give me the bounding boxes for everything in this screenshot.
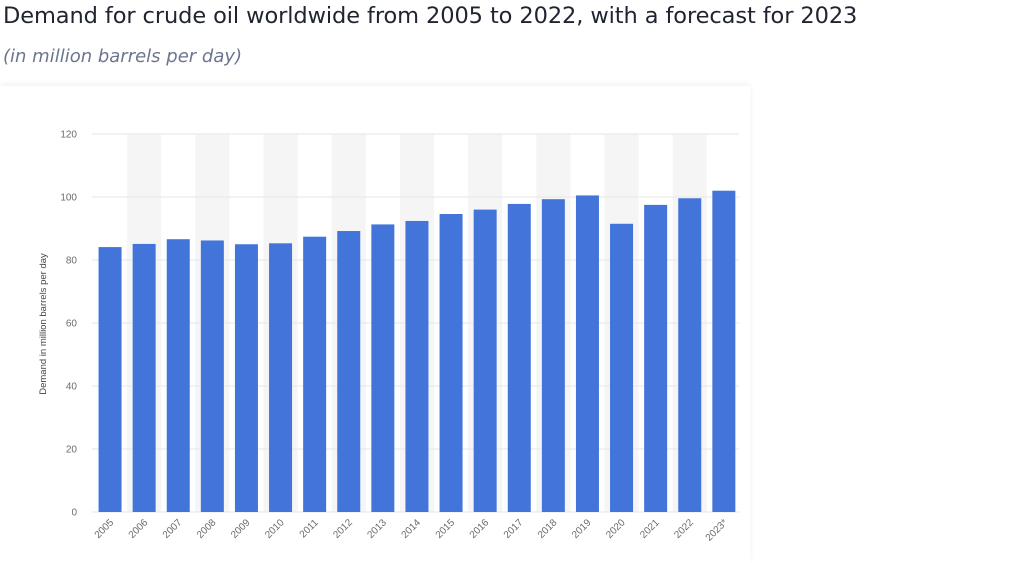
bar[interactable]: 2019: 100.5 (575, 195, 599, 513)
bar[interactable]: 2007: 86.6 (166, 239, 190, 512)
x-tick-label: 2013 (365, 517, 389, 541)
bar[interactable]: 2017: 97.8 (507, 203, 531, 512)
x-tick-labels: 2005 2006 2007 2008 2009 2010 2011 2012 2013 2014… (93, 517, 730, 544)
y-axis-title: Demand in million barrels per day (38, 253, 49, 395)
y-tick-label: 20 (66, 445, 78, 456)
bar[interactable]: 2022: 99.6 (678, 198, 702, 512)
bar[interactable]: 2005: 84.1 (98, 247, 122, 512)
x-tick-label: 2021 (638, 517, 662, 541)
y-tick-label: 80 (66, 256, 78, 267)
x-tick-label: 2023* (704, 517, 730, 543)
x-tick-label: 2015 (434, 517, 458, 541)
bar[interactable]: 2011: 87.4 (303, 236, 327, 512)
bar[interactable]: 2021: 97.5 (644, 204, 668, 512)
bar[interactable]: 2023*: 102 (712, 190, 736, 512)
bar[interactable]: 2020: 91.5 (610, 223, 634, 512)
x-tick-label: 2014 (400, 517, 424, 541)
bar[interactable]: 2012: 89.2 (337, 231, 361, 512)
x-tick-label: 2018 (536, 517, 560, 541)
x-tick-label: 2011 (298, 517, 321, 540)
bar[interactable]: 2010: 85.3 (269, 243, 293, 512)
bar[interactable]: 2018: 99.3 (541, 199, 565, 512)
y-tick-labels: 0 20 40 60 80 100 120 (60, 130, 77, 519)
x-tick-label: 2009 (229, 517, 253, 541)
x-tick-label: 2019 (570, 517, 594, 541)
bar[interactable]: 2015: 94.6 (439, 214, 463, 512)
x-tick-label: 2016 (468, 517, 492, 541)
x-tick-label: 2020 (604, 517, 628, 541)
bar[interactable]: 2016: 96 (473, 209, 497, 512)
x-tick-label: 2007 (161, 517, 185, 541)
chart-subtitle: (in million barrels per day) (3, 46, 243, 67)
bar[interactable]: 2013: 91.3 (371, 224, 395, 512)
y-tick-label: 100 (60, 193, 77, 204)
bar[interactable]: 2008: 86.2 (200, 240, 224, 512)
bar[interactable]: 2006: 85.1 (132, 243, 156, 512)
x-tick-label: 2005 (93, 517, 117, 541)
bar[interactable]: 2009: 85 (234, 244, 258, 512)
x-tick-label: 2010 (263, 517, 287, 541)
x-tick-label: 2022 (672, 517, 696, 541)
x-tick-label: 2017 (502, 517, 526, 541)
bars: 2005: 84.1 2006: 85.1 2007: 86.6 2008: 86.2… (98, 190, 736, 513)
x-tick-label: 2006 (127, 517, 151, 541)
y-tick-label: 0 (71, 508, 77, 519)
chart-title: Demand for crude oil worldwide from 2005… (3, 3, 858, 29)
y-tick-label: 60 (66, 319, 78, 330)
bar[interactable]: 2014: 92.4 (405, 220, 429, 512)
y-tick-label: 40 (66, 382, 78, 393)
y-tick-label: 120 (60, 130, 77, 141)
x-tick-label: 2012 (331, 517, 355, 541)
x-tick-label: 2008 (195, 517, 219, 541)
